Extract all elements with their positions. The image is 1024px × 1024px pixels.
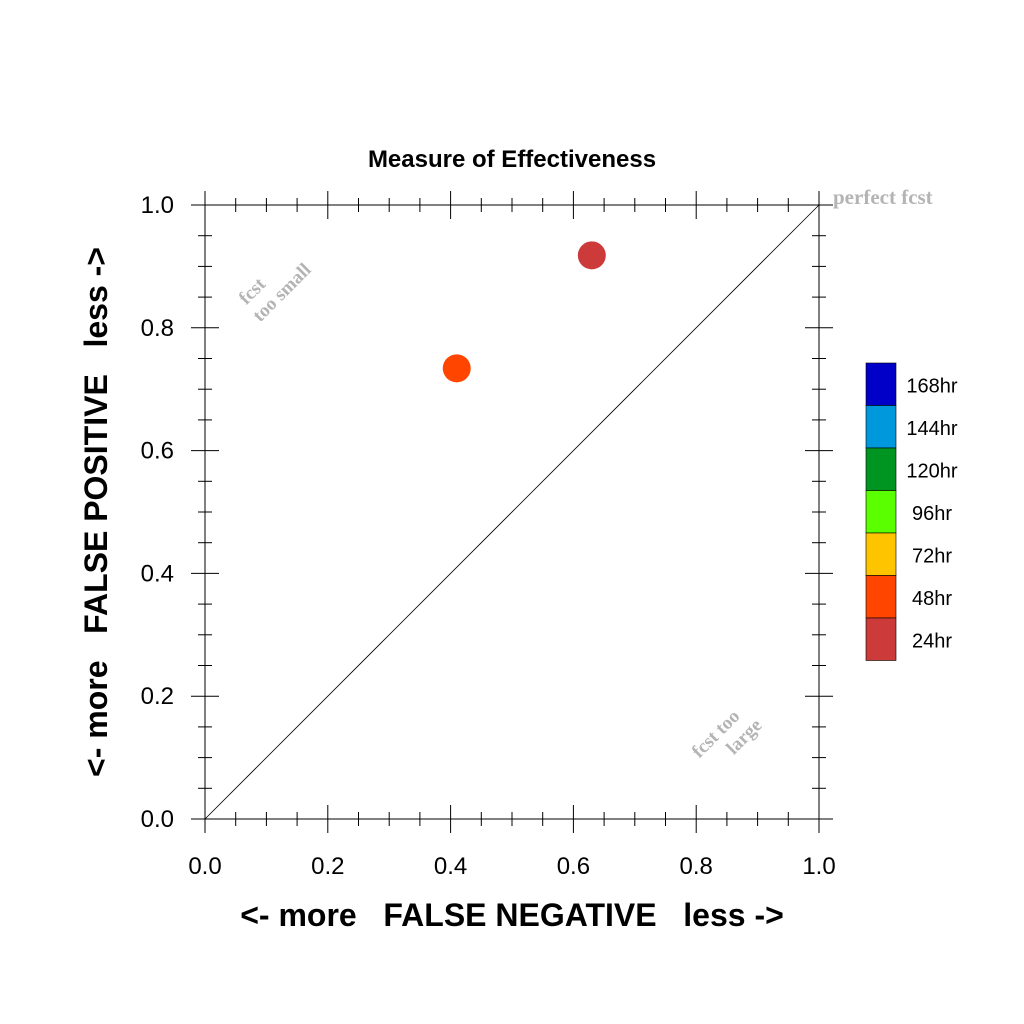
legend-label-144hr: 144hr <box>906 418 957 440</box>
y-axis-label: <- more FALSE POSITIVE less -> <box>78 247 114 777</box>
legend-swatch-120hr <box>865 447 897 491</box>
x-tick-label: 0.6 <box>557 853 590 880</box>
legend-swatch-144hr <box>865 405 897 449</box>
y-tick-label: 0.2 <box>141 683 174 710</box>
legend-label-168hr: 168hr <box>906 375 957 397</box>
y-tick-label: 1.0 <box>141 192 174 219</box>
axis-tick-labels: 0.0 0.2 0.4 0.6 0.8 1.0 0.0 0.2 0.4 0.6 0.8 1.0 <box>141 192 836 880</box>
legend-swatch-72hr <box>865 532 897 576</box>
too-small-annotation: fcst too small <box>235 260 316 327</box>
legend-label-48hr: 48hr <box>912 588 952 610</box>
y-tick-label: 0.4 <box>141 560 174 587</box>
x-tick-label: 0.0 <box>188 853 221 880</box>
legend-swatch-168hr <box>865 362 897 406</box>
too-large-annotation: fcst too large <box>688 706 766 762</box>
x-tick-label: 1.0 <box>802 853 835 880</box>
legend-swatch-24hr <box>865 617 897 661</box>
data-points <box>442 241 606 383</box>
perfect-fcst-annotation: perfect fcst <box>833 185 933 209</box>
y-tick-label: 0.8 <box>141 315 174 342</box>
legend-label-72hr: 72hr <box>912 545 952 567</box>
perfect-forecast-diagonal <box>204 204 820 820</box>
legend-label-24hr: 24hr <box>912 630 952 652</box>
legend-label-96hr: 96hr <box>912 503 952 525</box>
x-tick-label: 0.8 <box>680 853 713 880</box>
x-axis-label: <- more FALSE NEGATIVE less -> <box>240 897 784 933</box>
y-tick-label: 0.6 <box>141 438 174 465</box>
legend-label-120hr: 120hr <box>906 460 957 482</box>
axis-ticks <box>191 191 833 833</box>
x-tick-label: 0.4 <box>434 853 467 880</box>
chart-title: Measure of Effectiveness <box>368 146 656 173</box>
legend: 168hr 144hr 120hr 96hr 72hr 48hr 24hr <box>865 362 958 661</box>
legend-swatch-96hr <box>865 490 897 534</box>
y-tick-label: 0.0 <box>141 806 174 833</box>
point-24hr <box>577 241 606 270</box>
legend-swatch-48hr <box>865 575 897 619</box>
point-48hr <box>442 354 471 383</box>
x-tick-label: 0.2 <box>311 853 344 880</box>
